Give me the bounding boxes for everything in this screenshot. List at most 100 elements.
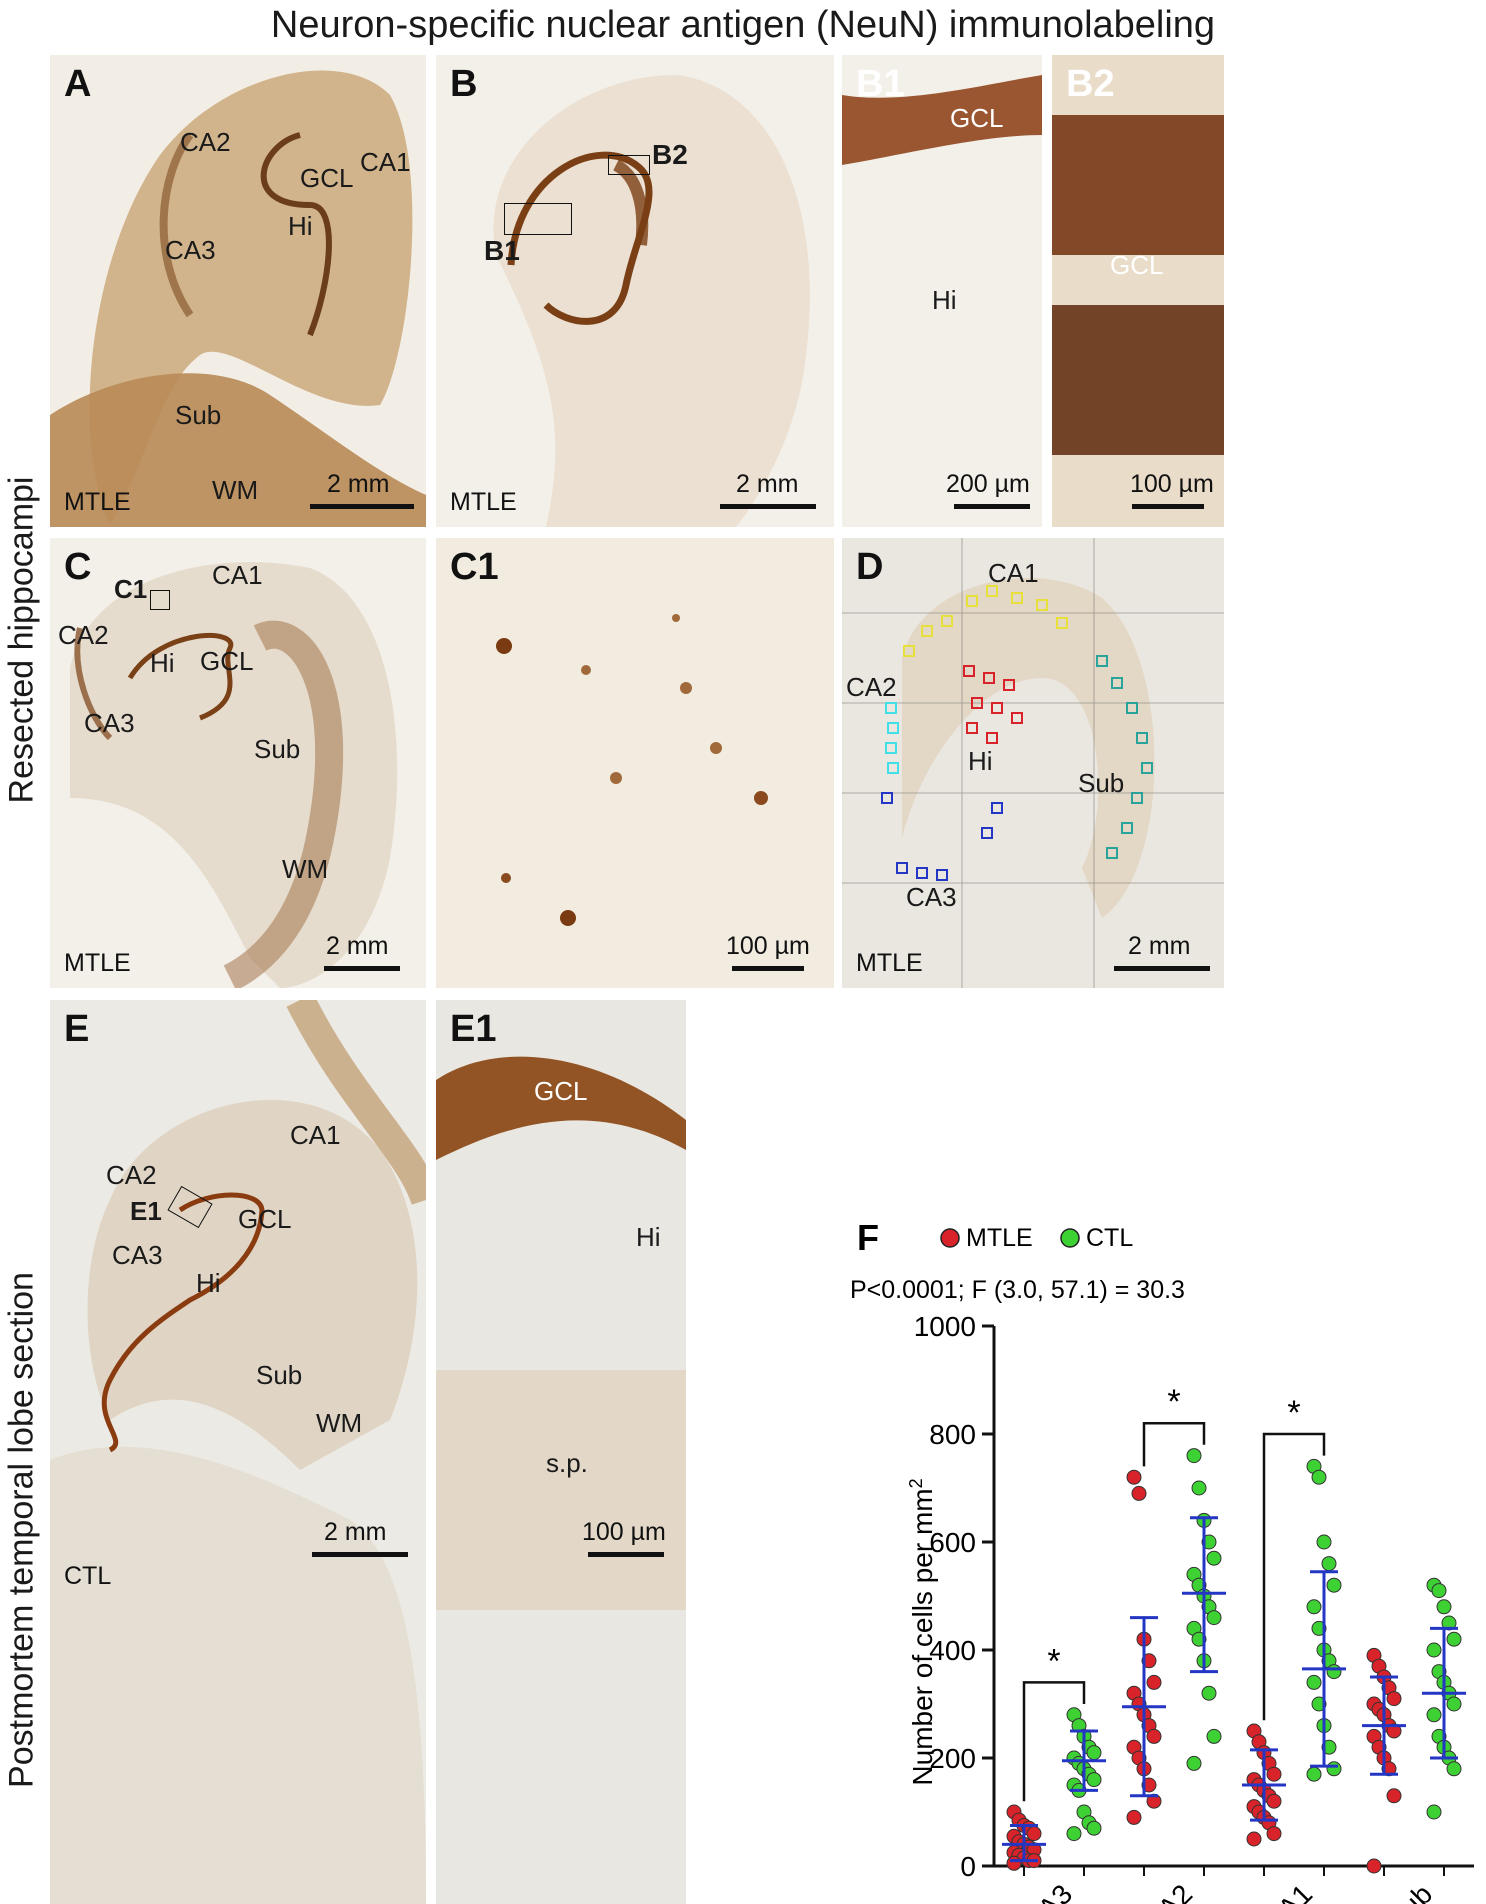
data-point-ctl xyxy=(1326,1761,1342,1777)
panel-b-label-b2: B2 xyxy=(652,139,688,170)
panel-b-scale-text: 2 mm xyxy=(736,470,799,498)
panel-e-label-wm: WM xyxy=(316,1408,363,1438)
panel-e-label-ca1: CA1 xyxy=(290,1120,341,1150)
panel-c-label-c1: C1 xyxy=(114,574,148,604)
panel-b2-scale-bar xyxy=(1132,504,1204,509)
data-point-ctl xyxy=(1446,1631,1462,1647)
chart-significance-brackets: * * * xyxy=(1022,1383,1326,1802)
data-point-ctl xyxy=(1201,1685,1217,1701)
panel-a-scale-text: 2 mm xyxy=(327,470,390,498)
data-point-ctl xyxy=(1186,1755,1202,1771)
panel-a-label-gcl: GCL xyxy=(300,163,354,193)
panel-b-inset-box-b1 xyxy=(504,203,572,235)
legend-label-ctl: CTL xyxy=(1086,1224,1133,1252)
x-category-label: Sub xyxy=(1381,1878,1438,1904)
panel-c-tissue-image xyxy=(50,538,426,988)
panel-f-letter: F xyxy=(857,1217,879,1258)
panel-c1-scale-bar xyxy=(732,966,804,971)
data-point-ctl xyxy=(1086,1820,1102,1836)
panel-c-label-sub: Sub xyxy=(254,734,301,764)
panel-a-label-wm: WM xyxy=(212,475,259,505)
significance-star: * xyxy=(1047,1642,1060,1680)
panel-e1-scale-text: 100 µm xyxy=(582,1518,666,1546)
data-point-mtle xyxy=(1386,1788,1402,1804)
data-point-mtle xyxy=(1146,1793,1162,1809)
data-point-ctl xyxy=(1186,1448,1202,1464)
panel-a-letter: A xyxy=(64,63,92,105)
data-point-mtle xyxy=(1386,1691,1402,1707)
side-label-resected: Resected hippocampi xyxy=(2,476,41,804)
panel-e-label-gcl: GCL xyxy=(238,1204,292,1234)
data-point-mtle xyxy=(1006,1855,1022,1871)
panel-e-scale-text: 2 mm xyxy=(324,1518,387,1546)
panel-e1-tissue-image xyxy=(436,1000,686,1904)
chart-x-labels: Hi/CA3 CA2 CA1 Sub xyxy=(994,1878,1439,1904)
data-point-mtle xyxy=(1146,1674,1162,1690)
data-point-ctl xyxy=(1436,1599,1452,1615)
panel-c-label-ca2: CA2 xyxy=(58,620,109,650)
data-point-ctl xyxy=(1306,1766,1322,1782)
panel-b2-tissue-image xyxy=(1052,55,1224,527)
panel-e1-label-sp: s.p. xyxy=(546,1448,588,1478)
legend-marker-mtle xyxy=(940,1228,960,1248)
panel-b1-label-gcl: GCL xyxy=(950,103,1004,133)
panel-b1-scale-bar xyxy=(954,504,1030,509)
panel-a-tissue-image xyxy=(50,55,426,527)
panel-e-tissue-image xyxy=(50,1000,426,1904)
data-point-ctl xyxy=(1066,1826,1082,1842)
panel-b1-tissue-image xyxy=(842,55,1042,527)
data-point-ctl xyxy=(1191,1480,1207,1496)
legend-marker-ctl xyxy=(1060,1228,1080,1248)
panel-a-scale-bar xyxy=(310,504,414,509)
y-tick-label: 0 xyxy=(960,1851,976,1882)
side-label-postmortem: Postmortem temporal lobe section xyxy=(2,1272,41,1788)
data-point-ctl xyxy=(1426,1707,1442,1723)
legend-label-mtle: MTLE xyxy=(966,1224,1033,1252)
panel-c1-tissue-image xyxy=(436,538,834,988)
data-point-ctl xyxy=(1086,1772,1102,1788)
panel-c-label-hi: Hi xyxy=(150,648,175,678)
significance-bracket xyxy=(1142,1421,1206,1467)
panel-c-scale-text: 2 mm xyxy=(326,932,389,960)
panel-b1-letter: B1 xyxy=(856,63,905,105)
data-point-ctl xyxy=(1321,1556,1337,1572)
panel-e1-label-gcl: GCL xyxy=(534,1076,588,1106)
significance-star: * xyxy=(1167,1383,1180,1421)
data-point-ctl xyxy=(1316,1534,1332,1550)
data-point-mtle xyxy=(1386,1723,1402,1739)
panel-d-tissue-image xyxy=(842,538,1224,988)
data-point-mtle xyxy=(1246,1831,1262,1847)
panel-a-label-ca3: CA3 xyxy=(165,235,216,265)
panel-e1-letter: E1 xyxy=(450,1008,497,1050)
panel-d: D CA1 CA2 Hi Sub CA3 2 mm MTLE xyxy=(842,538,1224,988)
data-point-ctl xyxy=(1446,1761,1462,1777)
panel-f-chart: F MTLE CTL P<0.0001; F (3.0, 57.1) = 30.… xyxy=(842,1210,1482,1904)
panel-c-label-gcl: GCL xyxy=(200,646,254,676)
panel-d-label-hi: Hi xyxy=(968,746,993,776)
data-point-ctl xyxy=(1426,1804,1442,1820)
data-point-ctl xyxy=(1326,1577,1342,1593)
panel-d-label-sub: Sub xyxy=(1078,768,1125,798)
figure-title: Neuron-specific nuclear antigen (NeuN) i… xyxy=(270,4,1216,46)
data-point-ctl xyxy=(1206,1728,1222,1744)
panel-a-condition: MTLE xyxy=(64,488,131,516)
panel-e: E CA1 CA2 E1 GCL CA3 Hi Sub WM 2 mm CTL xyxy=(50,1000,426,1904)
panel-e1-label-hi: Hi xyxy=(636,1222,661,1252)
panel-d-label-ca2: CA2 xyxy=(846,672,897,702)
panel-b-tissue-image xyxy=(436,55,834,527)
panel-b2-letter: B2 xyxy=(1066,63,1115,105)
data-point-mtle xyxy=(1366,1858,1382,1874)
chart-points xyxy=(1006,1448,1462,1874)
panel-b2-label-gcl: GCL xyxy=(1110,250,1164,280)
panel-e-label-hi: Hi xyxy=(196,1268,221,1298)
panel-d-letter: D xyxy=(856,546,884,588)
data-point-ctl xyxy=(1426,1642,1442,1658)
panel-d-condition: MTLE xyxy=(856,949,923,977)
data-point-ctl xyxy=(1206,1610,1222,1626)
panel-b-letter: B xyxy=(450,63,478,105)
panel-b1-label-hi: Hi xyxy=(932,285,957,315)
panel-c-label-ca3: CA3 xyxy=(84,708,135,738)
panel-e-scale-bar xyxy=(312,1552,408,1557)
panel-a-label-ca1: CA1 xyxy=(360,147,411,177)
chart-legend: MTLE CTL xyxy=(940,1224,1133,1252)
